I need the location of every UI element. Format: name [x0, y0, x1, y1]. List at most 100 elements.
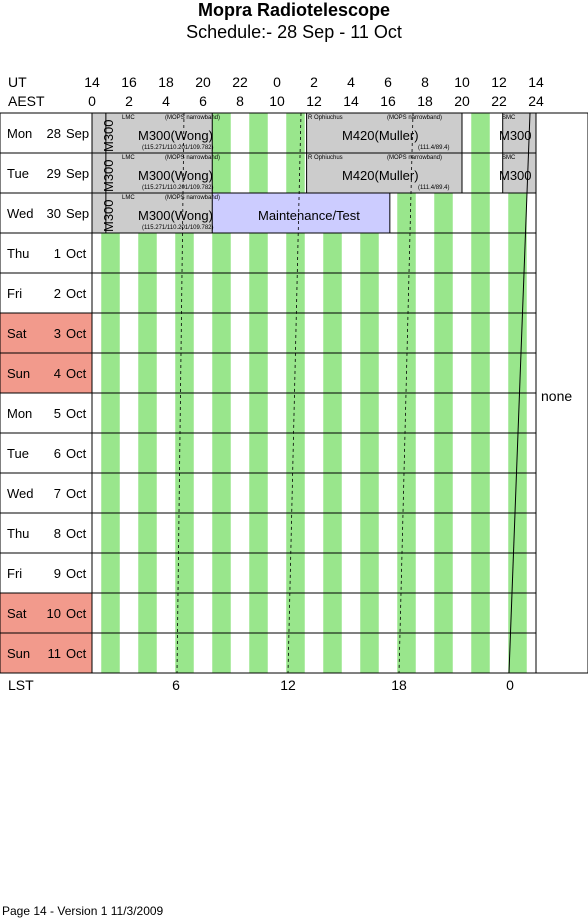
m300-block: [92, 113, 106, 153]
aest-hour-label: 0: [88, 93, 96, 109]
m300-vertical-label: M300: [101, 199, 116, 232]
wong-booking: M300(Wong): [138, 128, 213, 143]
day-number: 3: [53, 326, 61, 341]
day-month: Sep: [66, 166, 90, 181]
day-month: Oct: [66, 526, 87, 541]
day-number: 29: [46, 166, 61, 181]
aest-hour-label: 14: [343, 93, 359, 109]
day-name: Mon: [7, 406, 33, 421]
day-name: Tue: [7, 446, 29, 461]
weekend-highlight: [0, 593, 92, 633]
schedule-grid: [0, 112, 588, 674]
lst-tick: 18: [391, 677, 407, 693]
ut-label: UT: [8, 74, 27, 90]
day-month: Oct: [66, 606, 87, 621]
m300-smc-booking: M300: [499, 168, 532, 183]
day-name: Sun: [7, 646, 31, 661]
wong-booking: M300(Wong): [138, 208, 213, 223]
day-number: 30: [46, 206, 61, 221]
muller-booking: M420(Muller): [342, 128, 419, 143]
day-name: Sat: [7, 326, 27, 341]
aest-hour-label: 6: [199, 93, 207, 109]
aest-hour-label: 4: [162, 93, 170, 109]
page-title: Mopra Radiotelescope: [197, 0, 391, 20]
day-number: 6: [53, 446, 61, 461]
m300-vertical-label: M300: [101, 119, 116, 152]
smc-block: [502, 113, 536, 153]
lst-label: LST: [8, 677, 34, 693]
day-name: Mon: [7, 126, 33, 141]
weekend-highlight: [0, 313, 92, 353]
day-month: Oct: [66, 566, 87, 581]
day-month: Oct: [66, 326, 87, 341]
ut-hour-label: 22: [232, 74, 248, 90]
day-number: 5: [53, 406, 61, 421]
day-number: 2: [53, 286, 61, 301]
weekend-highlight: [0, 633, 92, 673]
muller-freqs: (111.4/89.4): [418, 185, 450, 191]
wong-freqs: (115.271/110.201/109.782): [142, 185, 214, 191]
wong-block: [105, 113, 213, 153]
r-ophiuchus-label: R Ophiuchus: [308, 115, 343, 121]
day-month: Oct: [66, 286, 87, 301]
day-name: Thu: [7, 246, 30, 261]
ut-hour-label: 20: [195, 74, 211, 90]
ut-hour-label: 12: [491, 74, 507, 90]
wong-block: [105, 193, 213, 233]
ut-hour-label: 4: [347, 74, 355, 90]
lst-zero-line: [508, 112, 531, 674]
aest-hour-label: 2: [125, 93, 133, 109]
day-month: Oct: [66, 446, 87, 461]
day-name: Wed: [7, 206, 34, 221]
ut-hour-label: 10: [454, 74, 470, 90]
day-name: Fri: [7, 566, 23, 581]
wong-freqs: (115.271/110.201/109.782): [142, 145, 214, 151]
lst-tick: 12: [280, 677, 296, 693]
day-number: 10: [46, 606, 61, 621]
maintenance-block: [212, 193, 390, 233]
weekend-highlight: [0, 353, 92, 393]
ut-hour-label: 14: [528, 74, 544, 90]
aest-hour-label: 10: [269, 93, 285, 109]
day-month: Oct: [66, 646, 87, 661]
mops-label: (MOPS narrowband): [165, 195, 221, 201]
ut-hour-label: 8: [421, 74, 429, 90]
smc-label: SMC: [502, 155, 516, 161]
lmc-label: LMC: [122, 195, 135, 201]
wong-block: [105, 153, 213, 193]
ut-hour-label: 2: [310, 74, 318, 90]
m300-block: [92, 193, 106, 233]
lmc-label: LMC: [122, 115, 135, 121]
muller-freqs: (111.4/89.4): [418, 145, 450, 151]
day-number: 7: [53, 486, 61, 501]
day-name: Thu: [7, 526, 30, 541]
day-month: Sep: [66, 206, 90, 221]
smc-label: SMC: [502, 115, 516, 121]
mops-label: (MOPS narrowband): [387, 115, 443, 121]
day-number: 4: [53, 366, 61, 381]
lmc-label: LMC: [122, 155, 135, 161]
muller-block: [306, 153, 462, 193]
day-name: Sun: [7, 366, 31, 381]
unallocated-label: none: [541, 388, 573, 404]
day-number: 9: [53, 566, 61, 581]
maintenance-booking: Maintenance/Test: [258, 208, 360, 223]
m300-vertical-label: M300: [101, 159, 116, 192]
day-month: Oct: [66, 246, 87, 261]
ut-hour-label: 0: [273, 74, 281, 90]
muller-block: [306, 113, 462, 153]
day-month: Oct: [66, 486, 87, 501]
page-footer: Page 14 - Version 1 11/3/2009: [2, 904, 164, 918]
mops-label: (MOPS narrowband): [387, 155, 443, 161]
muller-booking: M420(Muller): [342, 168, 419, 183]
aest-label: AEST: [8, 93, 45, 109]
r-ophiuchus-label: R Ophiuchus: [308, 155, 343, 161]
day-month: Oct: [66, 406, 87, 421]
day-month: Sep: [66, 126, 90, 141]
lst-tick: 0: [506, 677, 514, 693]
day-month: Oct: [66, 366, 87, 381]
ut-hour-label: 6: [384, 74, 392, 90]
aest-hour-label: 12: [306, 93, 322, 109]
mops-label: (MOPS narrowband): [165, 155, 221, 161]
day-number: 1: [53, 246, 61, 261]
